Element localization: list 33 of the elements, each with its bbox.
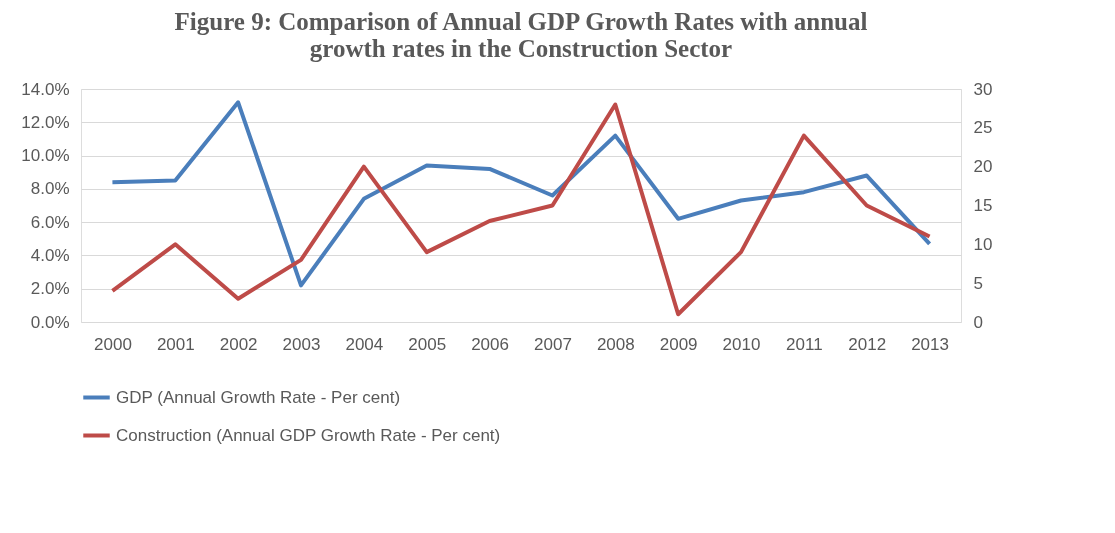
text: growth rates in the Construction Sector: [309, 35, 733, 62]
y-tick-label: 14.0%: [21, 79, 70, 99]
x-tick-label: 2006: [471, 334, 509, 354]
y2-tick-label: 10: [973, 234, 993, 254]
y-tick-label: 10.0%: [21, 146, 70, 166]
y-tick-label: 0.0%: [30, 312, 70, 332]
text: Figure 9: Comparison of Annual GDP Growth Rates with annual: [174, 8, 868, 35]
legend-label: Construction (Annual GDP Growth Rate - Per cent): [116, 425, 501, 445]
x-tick-label: 2007: [534, 334, 572, 354]
x-tick-label: 2009: [659, 334, 698, 354]
y-tick-label: 2.0%: [30, 279, 70, 299]
x-tick-label: 2008: [596, 334, 635, 354]
y2-tick-label: 15: [973, 196, 993, 215]
x-tick-label: 2010: [722, 334, 761, 354]
x-tick-label: 2001: [156, 334, 195, 354]
y2-tick-label: 0: [973, 312, 983, 332]
y2-tick-label: 5: [973, 273, 983, 293]
x-tick-label: 2013: [911, 334, 949, 354]
x-tick-label: 2004: [345, 334, 384, 354]
y2-tick-label: 30: [973, 79, 993, 99]
legend-label: GDP (Annual Growth Rate - Per cent): [116, 387, 401, 407]
y-tick-label: 12.0%: [21, 112, 70, 132]
x-tick-label: 2012: [848, 334, 887, 354]
x-tick-label: 2002: [219, 334, 258, 354]
y-tick-label: 8.0%: [30, 179, 70, 199]
y-tick-label: 4.0%: [30, 245, 70, 265]
x-tick-label: 2000: [94, 334, 132, 354]
y-tick-label: 6.0%: [30, 212, 70, 232]
x-tick-label: 2003: [282, 334, 321, 354]
x-tick-label: 2005: [408, 334, 447, 354]
x-tick-label: 2011: [786, 334, 823, 354]
y2-tick-label: 20: [973, 157, 993, 177]
y2-tick-label: 25: [973, 118, 993, 138]
